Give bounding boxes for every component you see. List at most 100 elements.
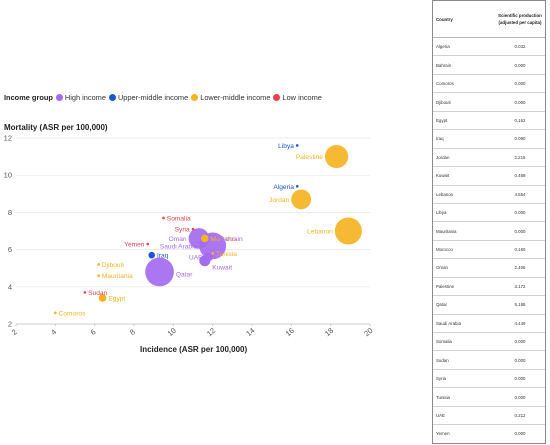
point-label-palestine: Palestine <box>296 154 323 161</box>
cell-country: Jordan <box>433 148 495 168</box>
bubble-comoros <box>54 311 57 315</box>
x-tick-label: 14 <box>244 326 256 338</box>
bubble-morocco <box>200 234 209 243</box>
scientific-production-table-panel: Country Scientific production (adjusted … <box>432 0 546 444</box>
cell-country: Saudi Arabia <box>433 314 495 334</box>
legend-dot-lower-middle-income <box>191 94 199 101</box>
cell-scientific-production: 0.000 <box>495 92 545 112</box>
bubble-algeria <box>295 185 299 188</box>
x-tick-label: 10 <box>166 326 178 338</box>
table-row: Lebanon 4.554 <box>433 185 545 204</box>
column-header-scientific-production: Scientific production (adjusted per capi… <box>495 1 545 38</box>
legend-label-low-income: Low income <box>282 93 322 102</box>
x-tick-label: 8 <box>128 327 137 337</box>
legend-dot-high-income <box>55 94 63 101</box>
bubble-bahrain <box>215 237 218 240</box>
table-row: Morocco 0.160 <box>433 240 545 260</box>
point-label-sudan: Sudan <box>88 290 107 297</box>
cell-country: Comoros <box>433 74 495 94</box>
y-axis-title: Mortality (ASR per 100,000) <box>4 123 108 132</box>
bubble-mauritania <box>97 274 100 277</box>
point-label-kuwait: Kuwait <box>212 264 232 271</box>
cell-country: Yemen <box>436 431 450 437</box>
legend-item-low-income[interactable]: Low income <box>273 93 322 102</box>
income-group-legend: Income group High income Upper-middle in… <box>4 93 325 102</box>
cell-scientific-production: 0.162 <box>495 111 545 131</box>
cell-scientific-production: 4.449 <box>495 314 545 334</box>
point-label-egypt: Egypt <box>108 295 125 302</box>
x-tick-label: 16 <box>284 326 296 338</box>
bubble-libya <box>295 144 299 147</box>
legend-item-upper-middle-income[interactable]: Upper-middle income <box>108 93 188 102</box>
bubble-somalia <box>162 216 165 220</box>
cell-scientific-production: 0.000 <box>495 55 545 75</box>
legend-label-high-income: High income <box>64 93 106 102</box>
point-label-somalia: Somalia <box>167 215 191 222</box>
point-label-syria: Syria <box>175 227 190 234</box>
point-label-djibouti: Djibouti <box>102 262 125 269</box>
cell-country: Algeria <box>433 37 495 57</box>
legend-title: Income group <box>4 93 53 102</box>
cell-scientific-production: 0.000 <box>495 203 545 223</box>
x-tick-label: 4 <box>49 327 58 337</box>
cell-scientific-production: 0.000 <box>514 431 526 437</box>
cell-scientific-production: 0.160 <box>495 240 545 260</box>
cell-scientific-production: 4.554 <box>495 185 545 204</box>
table-row: Kuwait 0.469 <box>433 166 545 186</box>
table-row: Yemen 0.000 <box>433 425 545 443</box>
bubble-palestine <box>324 145 349 169</box>
x-tick-label: 2 <box>10 327 19 337</box>
bubble-egypt <box>98 294 107 302</box>
cell-scientific-production: 0.000 <box>495 221 545 241</box>
bubble-sudan <box>83 291 87 294</box>
y-tick-label: 12 <box>4 134 12 143</box>
cell-scientific-production: 0.000 <box>495 369 545 389</box>
legend-item-high-income[interactable]: High income <box>55 93 106 102</box>
cell-scientific-production: 2.215 <box>495 148 545 168</box>
table-row: Jordan 2.215 <box>433 148 545 168</box>
cell-country: Morocco <box>433 240 495 260</box>
point-label-tunisia: Tunisia <box>216 251 237 258</box>
bubble-qatar <box>145 257 174 287</box>
cell-country: Egypt <box>433 111 495 131</box>
cell-scientific-production: 2.406 <box>495 258 545 278</box>
table-row: Saudi Arabia 4.449 <box>433 314 545 334</box>
point-label-bahrain: Bahrain <box>220 236 243 243</box>
cell-country: Djibouti <box>433 92 495 112</box>
bubble-jordan <box>291 189 312 210</box>
table-row: Djibouti 0.000 <box>433 92 545 112</box>
scientific-production-table: Country Scientific production (adjusted … <box>433 1 545 443</box>
table-row: Syria 0.000 <box>433 369 545 389</box>
cell-country: Bahrain <box>433 55 495 75</box>
y-tick-label: 10 <box>4 171 12 180</box>
y-tick-label: 2 <box>8 320 12 329</box>
y-tick-label: 6 <box>8 245 12 254</box>
cell-scientific-production: 0.032 <box>495 37 545 57</box>
table-row: Tunisia 0.000 <box>433 387 545 407</box>
table-row: Bahrain 0.000 <box>433 55 545 75</box>
y-tick-label: 8 <box>8 208 12 217</box>
cell-scientific-production: 0.000 <box>495 74 545 94</box>
point-label-algeria: Algeria <box>273 184 294 191</box>
bubble-oman <box>188 228 210 249</box>
cell-country: Oman <box>433 258 495 278</box>
cell-country: Kuwait <box>433 166 495 186</box>
table-row: UAE 0.212 <box>433 406 545 426</box>
legend-label-lower-middle-income: Lower-middle income <box>200 93 271 102</box>
cell-country: Lebanon <box>433 185 495 204</box>
point-label-jordan: Jordan <box>269 197 289 204</box>
table-row: Oman 2.406 <box>433 258 545 278</box>
legend-dot-low-income <box>273 94 281 101</box>
point-label-lebanon: Lebanon <box>307 229 333 236</box>
legend-item-lower-middle-income[interactable]: Lower-middle income <box>191 93 270 102</box>
cell-scientific-production: 0.090 <box>495 129 545 149</box>
point-label-iraq: Iraq <box>157 253 169 260</box>
column-header-country: Country <box>433 1 495 38</box>
point-label-yemen: Yemen <box>124 242 145 249</box>
cell-country: Mauritania <box>433 221 495 241</box>
point-label-morocco: Morocco <box>211 236 237 243</box>
cell-scientific-production: 5.195 <box>495 295 545 315</box>
point-label-libya: Libya <box>278 143 294 150</box>
table-row: Somalia 0.000 <box>433 332 545 352</box>
